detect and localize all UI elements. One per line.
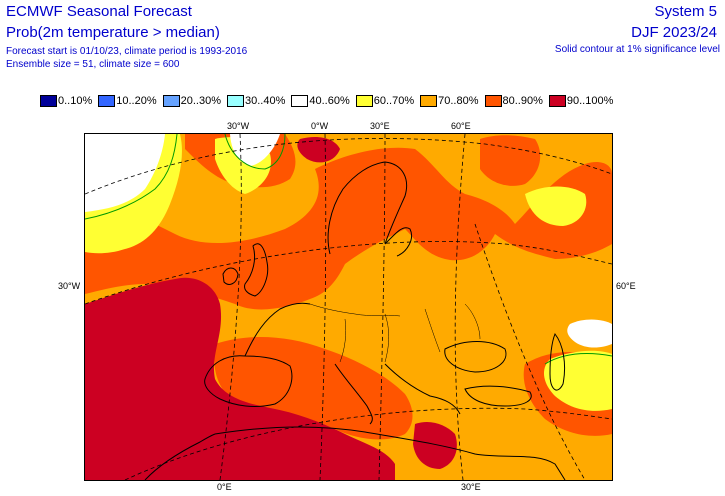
color-legend: 0..10% 10..20% 20..30% 30..40% 40..60% 6… bbox=[40, 94, 619, 108]
legend-swatch bbox=[40, 95, 57, 107]
country-borders bbox=[309, 303, 481, 363]
coast-britain bbox=[244, 243, 269, 297]
region-80-90 bbox=[214, 337, 413, 440]
system-label: System 5 bbox=[654, 3, 717, 20]
legend-item: 40..60% bbox=[291, 95, 355, 107]
coast-scandinavia bbox=[327, 161, 408, 255]
coast-black-sea bbox=[444, 341, 507, 373]
legend-item: 10..20% bbox=[98, 95, 162, 107]
legend-swatch bbox=[291, 95, 309, 107]
legend-swatch bbox=[98, 95, 116, 107]
lon-tick-top: 0°W bbox=[311, 121, 329, 131]
legend-swatch bbox=[420, 95, 438, 107]
coast-italy bbox=[334, 363, 373, 425]
region-90-100 bbox=[413, 422, 457, 469]
legend-label: 40..60% bbox=[309, 95, 350, 107]
map-canvas bbox=[85, 134, 612, 480]
legend-item: 80..90% bbox=[484, 95, 549, 107]
coastlines bbox=[144, 161, 566, 480]
legend-item: 20..30% bbox=[162, 95, 227, 107]
legend-swatch bbox=[548, 95, 566, 107]
region-90-100 bbox=[297, 137, 340, 163]
chart-title: ECMWF Seasonal Forecast bbox=[6, 3, 192, 20]
legend-item: 60..70% bbox=[355, 95, 420, 107]
lon-tick-left: 30°W bbox=[58, 281, 81, 291]
lon-tick-bottom: 0°E bbox=[217, 482, 232, 492]
legend-swatch bbox=[484, 95, 502, 107]
chart-subtitle: Prob(2m temperature > median) bbox=[6, 24, 220, 41]
region-40-60 bbox=[85, 134, 165, 212]
region-80-90 bbox=[480, 135, 541, 186]
legend-swatch bbox=[162, 95, 180, 107]
legend-label: 60..70% bbox=[373, 95, 415, 107]
region-40-60 bbox=[230, 134, 280, 166]
coast-balkans bbox=[384, 363, 461, 415]
legend-item: 0..10% bbox=[40, 95, 98, 107]
forecast-info: Forecast start is 01/10/23, climate peri… bbox=[6, 46, 248, 57]
legend-item: 30..40% bbox=[227, 95, 291, 107]
legend-label: 70..80% bbox=[438, 95, 479, 107]
graticule bbox=[85, 134, 612, 480]
ensemble-info: Ensemble size = 51, climate size = 600 bbox=[6, 59, 180, 70]
significance-note: Solid contour at 1% significance level bbox=[554, 44, 720, 55]
legend-item: 90..100% bbox=[548, 95, 619, 107]
legend-swatch bbox=[227, 95, 244, 107]
legend-swatch bbox=[355, 95, 373, 107]
coast-ireland bbox=[222, 267, 239, 285]
significance-contour bbox=[85, 134, 178, 220]
lon-tick-right: 60°E bbox=[616, 281, 636, 291]
coast-turkey bbox=[464, 385, 532, 407]
coast-iberia bbox=[204, 355, 293, 407]
lon-tick-top: 30°E bbox=[370, 121, 390, 131]
legend-label: 90..100% bbox=[566, 95, 614, 107]
legend-label: 10..20% bbox=[116, 95, 157, 107]
legend-label: 20..30% bbox=[180, 95, 221, 107]
legend-label: 80..90% bbox=[502, 95, 543, 107]
lon-tick-top: 60°E bbox=[451, 121, 471, 131]
region-80-90 bbox=[85, 147, 612, 310]
significance-contour bbox=[224, 134, 286, 170]
coast-north-africa-west bbox=[144, 433, 216, 480]
region-40-60 bbox=[567, 319, 612, 348]
region-90-100 bbox=[85, 277, 395, 480]
lon-tick-top: 30°W bbox=[227, 121, 250, 131]
probability-map bbox=[84, 133, 613, 481]
coast-france bbox=[244, 302, 311, 357]
coast-caspian bbox=[549, 333, 566, 391]
region-60-70 bbox=[525, 186, 587, 226]
season-label: DJF 2023/24 bbox=[631, 24, 717, 41]
legend-label: 0..10% bbox=[58, 95, 93, 107]
lon-tick-bottom: 30°E bbox=[461, 482, 481, 492]
coast-africa bbox=[214, 426, 566, 480]
region-60-70 bbox=[543, 350, 612, 411]
coast-baltic bbox=[384, 227, 412, 257]
legend-label: 30..40% bbox=[245, 95, 286, 107]
legend-item: 70..80% bbox=[420, 95, 484, 107]
